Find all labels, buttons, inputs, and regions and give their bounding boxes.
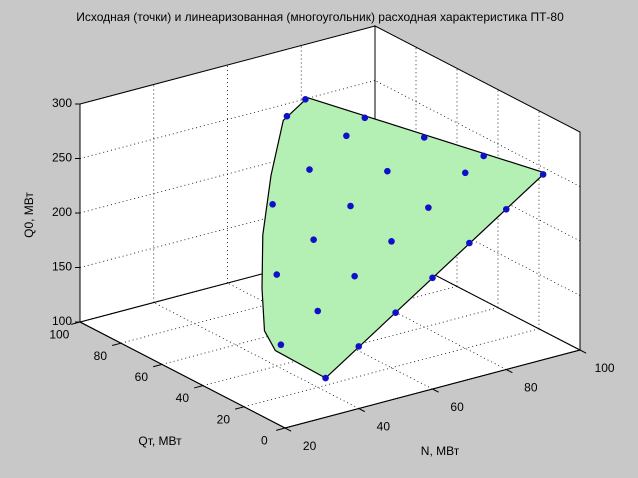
data-point: [429, 274, 436, 282]
x-axis-label: N, МВт: [421, 444, 460, 458]
grid-line: [243, 328, 540, 408]
tick-mark: [276, 427, 286, 431]
data-point: [539, 171, 547, 178]
grid-line: [374, 80, 581, 187]
tick-mark: [153, 363, 163, 368]
x-tick-label: 60: [450, 400, 464, 414]
data-point: [310, 236, 317, 244]
y-tick-label: 40: [176, 391, 190, 405]
data-point: [420, 134, 428, 141]
grid-line: [79, 80, 376, 159]
axis-line: [79, 321, 286, 429]
tick-mark: [112, 342, 122, 347]
y-tick-label: 80: [94, 349, 108, 363]
data-point: [425, 204, 432, 211]
data-point: [302, 96, 309, 103]
grid-line: [79, 189, 376, 268]
z-tick-label: 250: [52, 151, 72, 165]
tick-mark: [284, 427, 292, 432]
data-point: [392, 309, 399, 316]
x-tick-label: 80: [524, 380, 538, 394]
chart-title: Исходная (точки) и линеаризованная (мног…: [76, 10, 564, 24]
data-point: [343, 132, 350, 140]
data-point: [283, 112, 291, 120]
y-tick-label: 100: [49, 328, 69, 342]
x-tick-label: 40: [377, 419, 391, 433]
grid-line: [79, 243, 376, 323]
z-tick-label: 150: [52, 260, 72, 274]
tick-mark: [579, 349, 587, 354]
grid-line: [227, 282, 433, 390]
z-axis-label: Q0, МВт: [22, 192, 36, 238]
data-point: [461, 169, 469, 177]
tick-mark: [194, 385, 204, 389]
x-tick-label: 100: [595, 361, 615, 375]
x-tick-label: 20: [303, 439, 317, 453]
data-point: [322, 374, 329, 382]
data-point: [384, 167, 391, 175]
data-point: [314, 307, 322, 315]
z-tick-label: 200: [52, 205, 72, 219]
data-point: [277, 341, 285, 349]
data-point: [306, 166, 313, 173]
z-tick-label: 300: [52, 96, 72, 110]
data-point: [361, 114, 369, 122]
tick-mark: [235, 406, 245, 410]
z-tick-label: 100: [52, 314, 72, 328]
data-point: [480, 152, 487, 160]
tick-mark: [358, 408, 366, 413]
data-point: [355, 343, 363, 350]
y-tick-label: 60: [135, 370, 149, 384]
y-tick-label: 20: [217, 412, 231, 426]
data-point: [273, 271, 281, 278]
data-point: [388, 238, 395, 245]
data-point: [351, 272, 358, 280]
grid-line: [374, 25, 581, 133]
tick-mark: [506, 369, 513, 374]
data-point: [466, 239, 473, 247]
tick-mark: [432, 388, 439, 393]
axis-line: [284, 349, 581, 429]
grid-line: [79, 134, 376, 214]
grid-line: [79, 25, 376, 105]
data-point: [502, 205, 510, 213]
data-point: [347, 202, 354, 210]
y-tick-label: 0: [261, 434, 268, 448]
y-axis-label: Qт, МВт: [138, 434, 182, 448]
data-point: [269, 201, 276, 208]
grid-line: [153, 302, 359, 409]
